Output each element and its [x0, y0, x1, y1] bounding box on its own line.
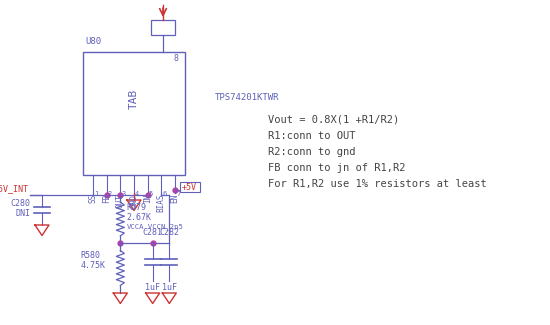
- Text: R579: R579: [126, 202, 146, 212]
- Text: 8: 8: [173, 54, 178, 63]
- Text: SS: SS: [89, 194, 97, 203]
- Text: Vout = 0.8X(1 +R1/R2): Vout = 0.8X(1 +R1/R2): [268, 115, 399, 125]
- Text: 1uF: 1uF: [145, 283, 160, 292]
- Text: DNI: DNI: [15, 209, 30, 217]
- Text: C280: C280: [10, 199, 30, 207]
- Text: +5V: +5V: [182, 183, 197, 191]
- Text: FB: FB: [102, 194, 111, 203]
- Text: 6: 6: [162, 191, 167, 197]
- Text: OUT: OUT: [116, 194, 125, 208]
- Text: FB conn to jn of R1,R2: FB conn to jn of R1,R2: [268, 163, 405, 173]
- Text: VCCA_VCCN_2p5: VCCA_VCCN_2p5: [126, 224, 183, 230]
- Text: R580: R580: [80, 251, 100, 259]
- Text: IN: IN: [143, 194, 152, 203]
- Text: EN: EN: [170, 194, 179, 203]
- Text: BIAS: BIAS: [157, 194, 166, 213]
- Text: GND: GND: [129, 194, 139, 208]
- Text: 4: 4: [135, 191, 139, 197]
- Text: 5: 5: [148, 191, 153, 197]
- Text: R2:conn to gnd: R2:conn to gnd: [268, 147, 355, 157]
- Text: R1:conn to OUT: R1:conn to OUT: [268, 131, 355, 141]
- Text: 2.67K: 2.67K: [126, 213, 151, 222]
- Bar: [151, 20, 175, 35]
- Text: U80: U80: [85, 37, 101, 46]
- Text: TAB: TAB: [129, 88, 139, 109]
- Text: 1.25V_INT: 1.25V_INT: [0, 184, 28, 193]
- Text: 7: 7: [176, 191, 180, 197]
- Bar: [180, 182, 200, 192]
- Bar: [83, 52, 185, 175]
- Text: C281: C281: [142, 228, 163, 237]
- Text: For R1,R2 use 1% resistors at least: For R1,R2 use 1% resistors at least: [268, 179, 487, 189]
- Text: C282: C282: [160, 228, 179, 237]
- Text: 3: 3: [122, 191, 125, 197]
- Text: 2: 2: [108, 191, 112, 197]
- Text: TPS74201KTWR: TPS74201KTWR: [215, 93, 279, 101]
- Text: 1: 1: [94, 191, 98, 197]
- Text: 4.75K: 4.75K: [80, 261, 106, 269]
- Text: 1uF: 1uF: [162, 283, 177, 292]
